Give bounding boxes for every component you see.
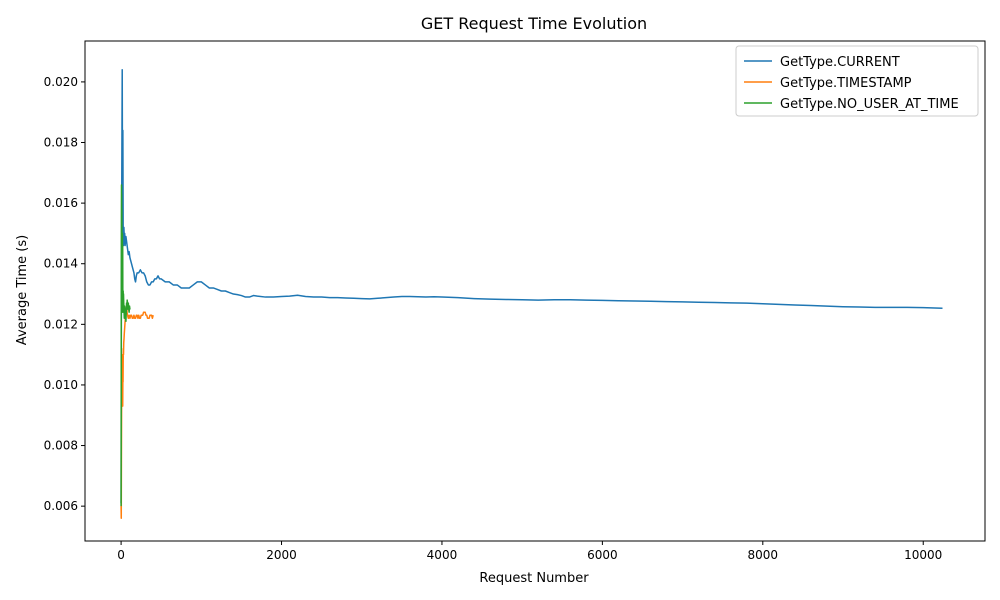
x-axis-label: Request Number bbox=[479, 571, 589, 586]
y-tick-label: 0.020 bbox=[44, 75, 78, 89]
legend-label: GetType.NO_USER_AT_TIME bbox=[780, 97, 959, 112]
y-tick-label: 0.016 bbox=[44, 196, 78, 210]
y-tick-label: 0.006 bbox=[44, 499, 78, 513]
series-line-gettype-no-user-at-time bbox=[120, 184, 131, 507]
y-axis: 0.006 0.008 0.010 0.012 0.014 0.016 0.018 0.020 bbox=[44, 75, 85, 513]
x-tick-label: 10000 bbox=[904, 548, 942, 562]
legend-label: GetType.CURRENT bbox=[780, 55, 900, 70]
y-axis-label: Average Time (s) bbox=[15, 235, 30, 345]
chart-title: GET Request Time Evolution bbox=[421, 14, 647, 33]
series-line-gettype-timestamp bbox=[120, 305, 154, 520]
y-tick-label: 0.014 bbox=[44, 257, 78, 271]
plot-area bbox=[120, 69, 943, 520]
x-tick-label: 0 bbox=[117, 548, 125, 562]
plot-frame bbox=[84, 40, 986, 542]
x-tick-label: 8000 bbox=[748, 548, 779, 562]
x-tick-label: 4000 bbox=[427, 548, 458, 562]
x-axis: 0 2000 4000 6000 8000 10000 bbox=[117, 541, 942, 562]
series-line-gettype-current bbox=[120, 69, 943, 504]
y-tick-label: 0.012 bbox=[44, 317, 78, 331]
x-tick-label: 6000 bbox=[587, 548, 618, 562]
y-tick-label: 0.018 bbox=[44, 136, 78, 150]
legend-box bbox=[735, 45, 979, 117]
x-tick-label: 2000 bbox=[266, 548, 297, 562]
y-tick-label: 0.010 bbox=[44, 378, 78, 392]
legend: GetType.CURRENT GetType.TIMESTAMP GetType.… bbox=[735, 45, 979, 117]
y-tick-label: 0.008 bbox=[44, 439, 78, 453]
legend-label: GetType.TIMESTAMP bbox=[780, 76, 912, 91]
